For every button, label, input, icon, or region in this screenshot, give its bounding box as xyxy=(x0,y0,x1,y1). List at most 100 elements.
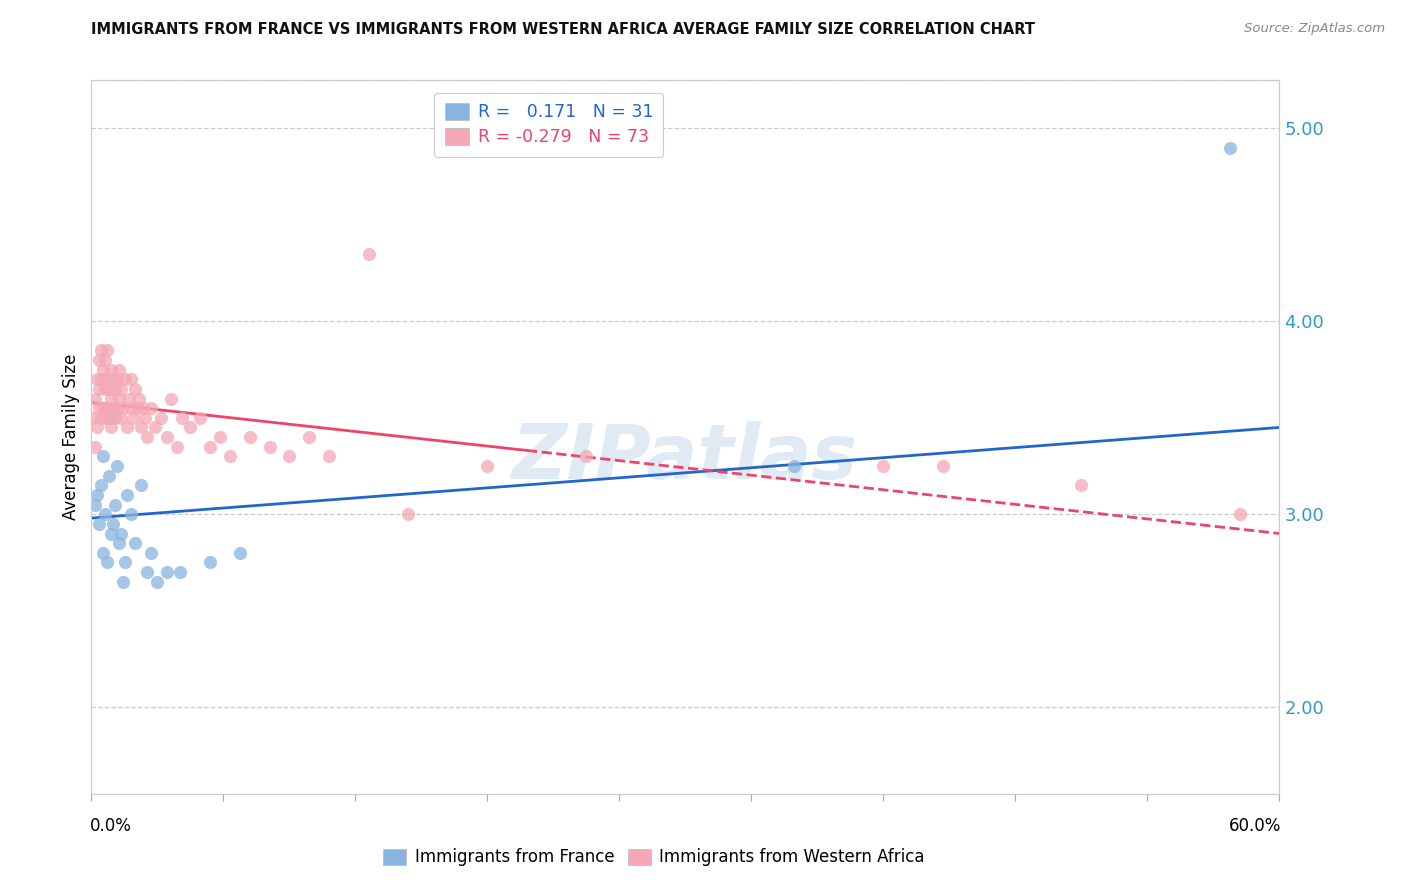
Point xyxy=(298,430,321,444)
Point xyxy=(96,401,118,416)
Point xyxy=(1229,507,1251,521)
Point xyxy=(209,430,232,444)
Point xyxy=(94,507,117,521)
Point xyxy=(104,410,127,425)
Point xyxy=(100,362,122,376)
Point xyxy=(84,498,107,512)
Point xyxy=(94,382,117,396)
Point xyxy=(114,556,136,570)
Point xyxy=(90,410,112,425)
Point xyxy=(1219,141,1241,155)
Point xyxy=(96,556,118,570)
Text: IMMIGRANTS FROM FRANCE VS IMMIGRANTS FROM WESTERN AFRICA AVERAGE FAMILY SIZE COR: IMMIGRANTS FROM FRANCE VS IMMIGRANTS FRO… xyxy=(91,22,1035,37)
Point xyxy=(135,430,157,444)
Text: 60.0%: 60.0% xyxy=(1229,817,1281,835)
Point xyxy=(94,353,117,368)
Point xyxy=(129,478,152,492)
Point xyxy=(110,382,132,396)
Point xyxy=(259,440,281,454)
Point xyxy=(200,440,222,454)
Point xyxy=(120,401,142,416)
Point xyxy=(94,410,117,425)
Point xyxy=(104,498,127,512)
Point xyxy=(89,401,111,416)
Point xyxy=(98,468,121,483)
Point xyxy=(156,565,179,579)
Point xyxy=(89,516,111,531)
Point xyxy=(139,546,162,560)
Point xyxy=(172,410,194,425)
Point xyxy=(100,526,122,541)
Point xyxy=(101,401,124,416)
Point xyxy=(91,546,114,560)
Point xyxy=(104,382,127,396)
Point xyxy=(91,362,114,376)
Point xyxy=(122,410,145,425)
Point xyxy=(200,556,222,570)
Point xyxy=(115,488,138,502)
Point xyxy=(229,546,252,560)
Y-axis label: Average Family Size: Average Family Size xyxy=(62,354,80,520)
Point xyxy=(100,420,122,434)
Point xyxy=(108,536,131,550)
Point xyxy=(125,401,148,416)
Point xyxy=(98,382,121,396)
Point xyxy=(239,430,262,444)
Point xyxy=(128,392,150,406)
Point xyxy=(86,372,108,386)
Point xyxy=(129,420,152,434)
Point xyxy=(118,392,141,406)
Point xyxy=(120,372,142,386)
Point xyxy=(396,507,419,521)
Point xyxy=(100,392,122,406)
Point xyxy=(112,574,135,589)
Point xyxy=(89,353,111,368)
Point xyxy=(82,410,104,425)
Point xyxy=(318,450,340,464)
Point xyxy=(169,565,191,579)
Text: Source: ZipAtlas.com: Source: ZipAtlas.com xyxy=(1244,22,1385,36)
Point xyxy=(783,458,806,473)
Point xyxy=(159,392,181,406)
Point xyxy=(134,410,156,425)
Point xyxy=(145,574,167,589)
Point xyxy=(120,507,142,521)
Point xyxy=(179,420,201,434)
Point xyxy=(139,401,162,416)
Point xyxy=(110,526,132,541)
Point xyxy=(100,410,122,425)
Legend: Immigrants from France, Immigrants from Western Africa: Immigrants from France, Immigrants from … xyxy=(377,842,931,873)
Legend: R =   0.171   N = 31, R = -0.279   N = 73: R = 0.171 N = 31, R = -0.279 N = 73 xyxy=(434,93,664,157)
Point xyxy=(101,372,124,386)
Point xyxy=(115,420,138,434)
Point xyxy=(219,450,242,464)
Point xyxy=(108,392,131,406)
Point xyxy=(932,458,955,473)
Point xyxy=(105,458,128,473)
Point xyxy=(91,401,114,416)
Point xyxy=(278,450,301,464)
Point xyxy=(84,440,107,454)
Point xyxy=(114,372,136,386)
Point xyxy=(105,372,128,386)
Point xyxy=(90,372,112,386)
Point xyxy=(105,401,128,416)
Point xyxy=(1070,478,1092,492)
Point xyxy=(149,410,172,425)
Point xyxy=(90,478,112,492)
Point xyxy=(872,458,894,473)
Point xyxy=(166,440,188,454)
Point xyxy=(124,536,146,550)
Point xyxy=(89,382,111,396)
Point xyxy=(477,458,499,473)
Point xyxy=(101,516,124,531)
Point xyxy=(96,343,118,358)
Point xyxy=(91,450,114,464)
Point xyxy=(156,430,179,444)
Point xyxy=(90,343,112,358)
Point xyxy=(132,401,155,416)
Point xyxy=(143,420,166,434)
Point xyxy=(84,392,107,406)
Point xyxy=(575,450,598,464)
Point xyxy=(135,565,157,579)
